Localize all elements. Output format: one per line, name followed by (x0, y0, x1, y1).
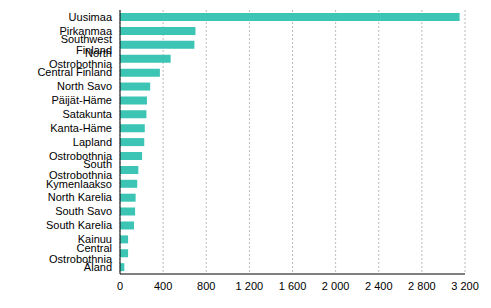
svg-text:1 600: 1 600 (279, 280, 307, 292)
svg-text:Lapland: Lapland (73, 136, 112, 148)
svg-text:Satakunta: Satakunta (62, 108, 112, 120)
svg-text:Kanta-Häme: Kanta-Häme (50, 122, 112, 134)
svg-text:Päijät-Häme: Päijät-Häme (51, 94, 112, 106)
svg-text:800: 800 (197, 280, 215, 292)
svg-text:North Savo: North Savo (57, 80, 112, 92)
svg-text:South Karelia: South Karelia (46, 219, 113, 231)
svg-text:Åland: Åland (84, 261, 112, 273)
svg-text:South Savo: South Savo (55, 205, 112, 217)
svg-text:1 200: 1 200 (236, 280, 264, 292)
svg-text:2 400: 2 400 (365, 280, 393, 292)
svg-text:3 200: 3 200 (451, 280, 479, 292)
svg-text:North Karelia: North Karelia (48, 191, 113, 203)
svg-text:400: 400 (154, 280, 172, 292)
svg-text:Central Finland: Central Finland (37, 66, 112, 78)
svg-text:Kymenlaakso: Kymenlaakso (46, 178, 112, 190)
svg-text:Uusimaa: Uusimaa (69, 11, 113, 23)
svg-text:0: 0 (117, 280, 123, 292)
svg-text:2 800: 2 800 (408, 280, 436, 292)
svg-text:2 000: 2 000 (322, 280, 350, 292)
